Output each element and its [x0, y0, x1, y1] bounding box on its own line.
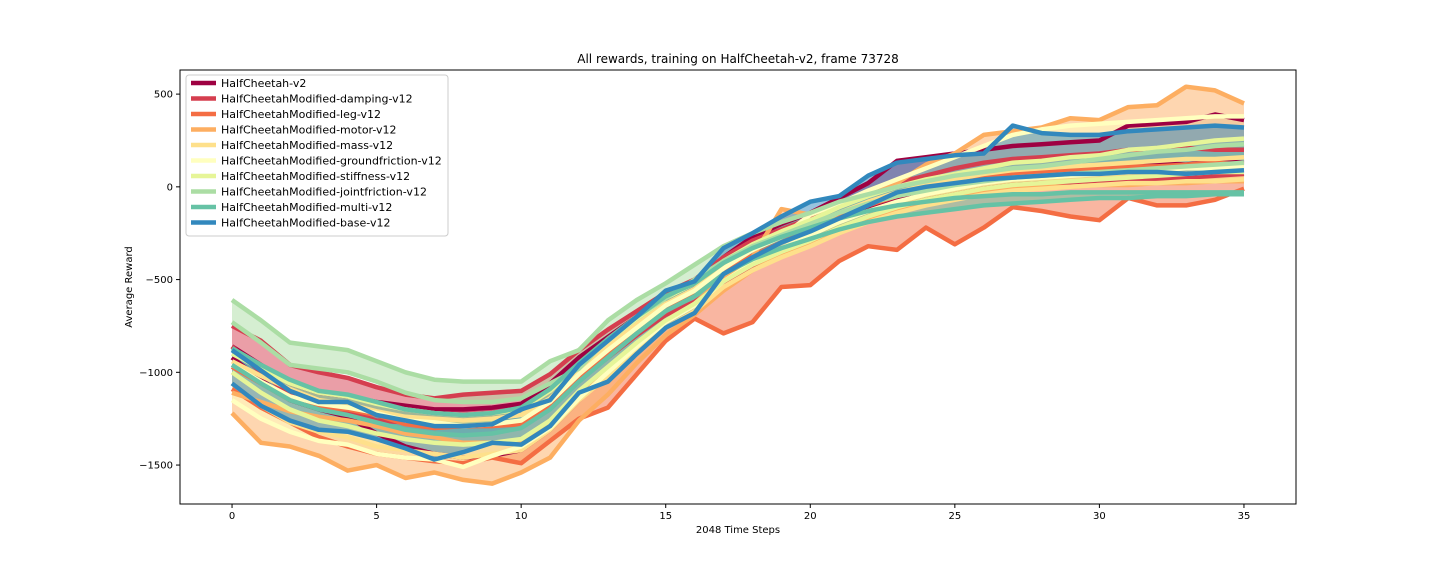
x-axis-label: 2048 Time Steps	[696, 525, 780, 536]
series-line-lower	[230, 167, 1245, 462]
x-tick-label: 5	[373, 511, 379, 522]
y-tick-label: −1000	[139, 368, 173, 379]
series-line-lower	[230, 177, 1245, 460]
x-axis-ticks: 0 5 10 15 20 25 30 35	[229, 504, 1250, 522]
legend-entry: HalfCheetahModified-stiffness-v12	[221, 170, 410, 183]
x-tick-label: 20	[804, 511, 817, 522]
y-axis-label: Average Reward	[124, 246, 135, 327]
series-line-lower	[230, 169, 1244, 447]
x-tick-label: 0	[229, 511, 235, 522]
y-tick-label: −500	[146, 275, 173, 286]
series-line-upper	[230, 123, 1245, 429]
x-tick-label: 10	[515, 511, 528, 522]
legend: HalfCheetah-v2 HalfCheetahModified-dampin…	[185, 74, 449, 237]
series-band	[232, 125, 1244, 460]
y-tick-label: 0	[167, 182, 173, 193]
series-band	[232, 162, 1244, 464]
y-tick-label: 500	[154, 90, 173, 101]
series-lines	[230, 84, 1245, 486]
legend-entry: HalfCheetahModified-base-v12	[221, 217, 390, 230]
x-tick-label: 25	[948, 511, 961, 522]
chart-title: All rewards, training on HalfCheetah-v2,…	[577, 52, 899, 66]
y-axis-ticks: −1500 −1000 −500 0 500	[139, 90, 180, 472]
x-tick-label: 15	[659, 511, 672, 522]
legend-entry: HalfCheetahModified-mass-v12	[221, 139, 393, 152]
legend-entry: HalfCheetahModified-groundfriction-v12	[221, 155, 442, 168]
plot-frame	[179, 69, 1297, 505]
y-tick-label: −1500	[139, 461, 173, 472]
series-line-upper	[230, 190, 1244, 418]
x-tick-label: 30	[1093, 511, 1106, 522]
legend-entry: HalfCheetahModified-leg-v12	[221, 108, 381, 121]
legend-entry: HalfCheetahModified-jointfriction-v12	[221, 186, 427, 199]
legend-entry: HalfCheetahModified-damping-v12	[221, 93, 413, 106]
legend-entry: HalfCheetahModified-motor-v12	[221, 124, 397, 137]
x-tick-label: 35	[1238, 511, 1251, 522]
legend-box	[185, 74, 449, 237]
legend-entry: HalfCheetahModified-multi-v12	[221, 201, 392, 214]
legend-entry: HalfCheetah-v2	[221, 77, 306, 90]
